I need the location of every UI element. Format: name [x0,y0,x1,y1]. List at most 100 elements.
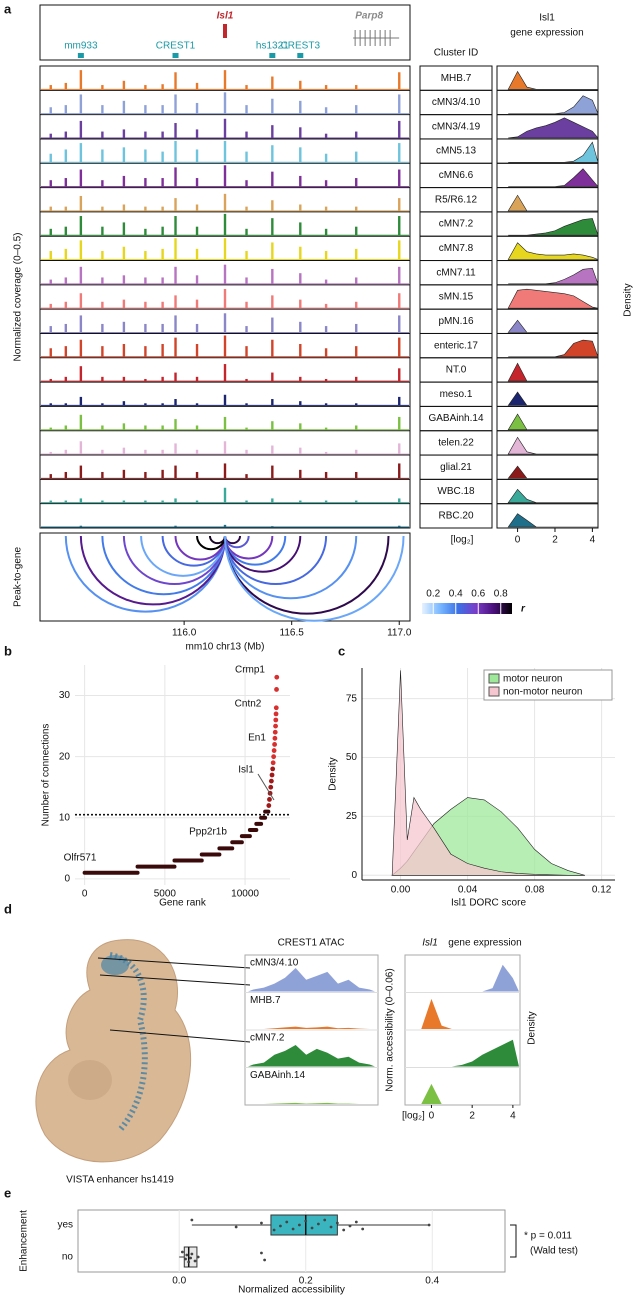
coverage-bar [64,206,68,211]
coverage-bar [355,500,358,503]
coverage-bar [324,85,328,90]
coverage-bar [195,403,199,406]
coverage-bar [174,443,177,455]
coverage-bar [161,206,164,211]
coverage-bar [101,449,104,455]
peak-gene-link [224,535,358,600]
coverage-bar [398,443,401,455]
gene-point [274,674,280,680]
data-point [316,1222,320,1226]
coverage-bar [299,204,302,211]
coverage-bar [355,226,358,236]
coverage-bar [122,222,126,236]
data-point [348,1224,352,1228]
cluster-label: cMN7.8 [439,243,474,254]
coverage-bar [64,376,68,382]
coverage-bar [398,72,401,90]
coverage-bar [174,140,177,163]
coverage-bar [79,414,83,430]
y-axis-label: Norm. accessibility (0–0.06) [385,968,396,1091]
x-tick-label: 2 [552,535,558,546]
coverage-bar [122,80,126,90]
coverage-bar [49,228,52,236]
element-label: hs1321 [256,41,289,52]
coverage-bar [101,149,104,163]
coverage-bar [398,143,401,163]
x-tick-label: 0.4 [425,1276,439,1287]
coverage-bar [324,133,328,138]
peak-gene-link [224,535,405,622]
coverage-bar [122,204,126,211]
coverage-bar [324,348,328,357]
cluster-cell [419,503,493,529]
density-ridge [507,70,598,90]
gene-annotation: Cntn2 [235,699,262,710]
cluster-label: R5/R6.12 [435,194,478,205]
density-ridge [508,168,599,187]
coverage-bar [144,277,147,284]
x-tick-label: 5000 [154,889,177,900]
coverage-bar [195,226,199,236]
coverage-bar [49,107,52,114]
data-point [427,1223,431,1227]
coverage-bar [122,246,126,260]
coverage-bar [324,500,328,503]
coverage-bar [64,403,68,406]
gene-point [268,784,274,790]
track-label: MHB.7 [250,995,281,1006]
coverage-bar [245,474,248,479]
colorbar-label: 0.6 [471,589,485,600]
peak-gene-link [64,535,226,613]
coverage-bar [174,167,177,187]
embryo-limb [68,1060,112,1100]
coverage-bar [49,427,52,430]
coverage-bar [245,427,248,430]
coverage-bar [271,372,274,382]
peak-gene-link [79,535,226,606]
coverage-bar [79,70,83,90]
coverage-bar [101,251,104,260]
x-tick-label: 0.08 [525,885,545,896]
density-ridge [508,267,599,285]
density-ridge [507,436,598,455]
coverage-bar [49,403,52,406]
coverage-bar [79,315,83,333]
coverage-bar [195,425,199,430]
coverage-bar [79,120,83,138]
gene-point [274,687,279,692]
y-tick-label: 0 [64,874,70,885]
gene-point [273,705,279,711]
gene-point [273,711,279,717]
element-mark [297,53,304,58]
coverage-bar [64,131,68,138]
coverage-bar [174,372,177,382]
coverage-bar [223,264,227,284]
data-point [272,1228,276,1232]
embryo-body [35,939,192,1163]
coverage-bar [299,321,302,333]
cluster-label: NT.0 [446,365,467,376]
coverage-bar [223,441,227,455]
gene-point [272,742,277,747]
data-point [361,1227,365,1231]
coverage-bar [64,449,68,455]
gene-point [266,803,272,808]
coverage-bar [174,337,177,357]
cluster-label: pMN.16 [438,316,473,327]
coverage-bar [355,206,358,211]
gene-point [271,748,277,753]
expression-ridge [421,964,519,992]
coverage-bar [223,165,227,187]
data-point [180,1250,184,1254]
coverage-bar [223,70,227,90]
coverage-bar [122,401,126,406]
coverage-bar [299,80,302,90]
coverage-bar [324,326,328,333]
coverage-bar [195,376,199,382]
coverage-bar [195,299,199,309]
coverage-bar [355,376,358,382]
coverage-bar [355,105,358,114]
legend-label: motor neuron [503,674,562,685]
coverage-bar [223,335,227,357]
coverage-bar [161,500,164,503]
